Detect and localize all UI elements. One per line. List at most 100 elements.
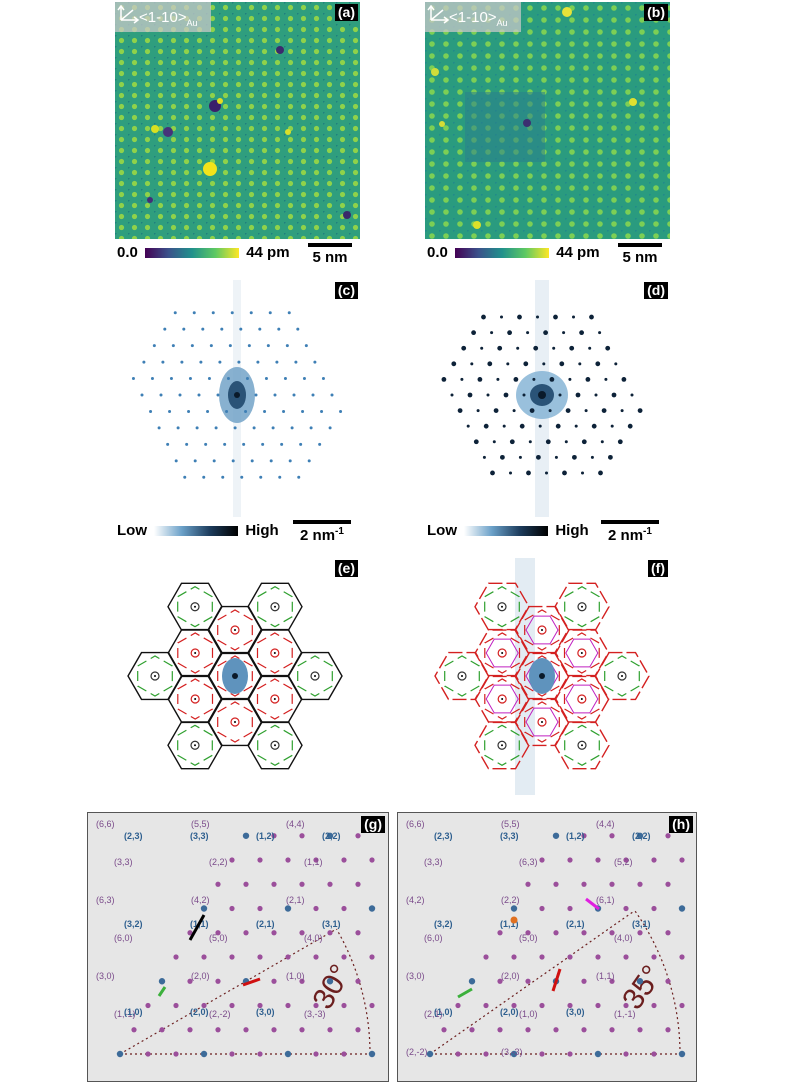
zone-center-marker <box>190 740 200 750</box>
lattice-point <box>201 1002 207 1009</box>
zone-center-dot <box>194 698 197 700</box>
displacement-arrow <box>157 986 167 997</box>
lattice-point <box>299 881 305 887</box>
lattice-point <box>455 1002 461 1009</box>
fft-colorbar-c: Low High <box>117 522 279 539</box>
fft-image-c: (c) <box>115 280 360 517</box>
lattice-label: (2,1) <box>424 1009 443 1019</box>
scale-bar-a: 5 nm <box>307 243 353 266</box>
fft-spot <box>552 346 556 350</box>
fft-spot <box>161 360 165 364</box>
zone-center-dot <box>501 652 504 654</box>
zone-center-marker <box>497 694 507 704</box>
zone-center-dot <box>501 744 503 747</box>
lattice-point <box>243 881 249 887</box>
lattice-point <box>257 1051 263 1057</box>
colorbar-max-b: 44 pm <box>556 244 600 261</box>
fft-spot <box>304 344 308 348</box>
fft-spot <box>476 409 480 413</box>
lattice-label: (1,0) <box>286 971 305 981</box>
fft-spot <box>588 346 592 350</box>
fft-spot <box>254 393 258 397</box>
inner-hexagon <box>524 609 560 651</box>
zone-hexagon <box>554 721 610 770</box>
lattice-point <box>455 1051 461 1057</box>
fft-spot <box>313 360 317 364</box>
fft-spot <box>601 408 607 413</box>
fft-spot <box>503 392 509 398</box>
fft-spot <box>131 377 135 381</box>
zone-center-marker <box>497 648 507 658</box>
inner-hexagon <box>563 632 600 674</box>
lattice-point <box>285 1002 291 1009</box>
fft-spot <box>192 311 196 315</box>
angle-arc <box>335 928 371 1055</box>
lattice-label: (1,-1) <box>114 1009 136 1019</box>
lattice-point <box>187 1027 193 1033</box>
fft-spot <box>620 409 624 413</box>
fft-spot <box>171 344 175 348</box>
fft-spot <box>259 475 263 479</box>
fft-spot <box>621 377 627 382</box>
fft-spot <box>581 471 584 475</box>
lattice-label: (4,4) <box>286 819 305 829</box>
superlattice-label: (3,1) <box>322 919 341 929</box>
fft-spot <box>554 455 558 459</box>
lattice-point <box>299 833 305 839</box>
lattice-label: (6,6) <box>406 819 425 829</box>
fft-spot <box>252 426 256 430</box>
fft-spot <box>518 455 522 459</box>
fft-spot <box>480 346 484 350</box>
lattice-point <box>665 930 671 936</box>
fft-spot <box>280 442 284 446</box>
fft-spot <box>545 439 551 445</box>
fft-spot <box>473 439 479 445</box>
fft-spot <box>258 327 262 331</box>
fft-spot <box>637 408 643 413</box>
fft-spot <box>266 344 270 348</box>
panel-label-f: (f) <box>648 560 668 577</box>
magenta-hexagon <box>565 684 599 714</box>
superlattice-point <box>426 1050 434 1058</box>
fft-spot <box>492 440 496 444</box>
fft-spot <box>600 440 604 444</box>
lattice-point <box>581 833 587 839</box>
zone-center-marker <box>577 602 587 612</box>
displacement-arrow <box>242 977 261 987</box>
inner-hexagon <box>484 678 521 720</box>
fft-spot <box>610 424 614 428</box>
brillouin-overlay-f: (f) <box>425 558 670 795</box>
fft-spot <box>183 475 187 479</box>
lattice-point <box>595 1002 601 1009</box>
zone-center-marker <box>497 602 507 612</box>
fft-spot <box>273 393 277 397</box>
zone-hexagon <box>287 651 343 701</box>
lattice-label: (2,1) <box>286 895 305 905</box>
fft-spot <box>526 331 530 335</box>
fft-spot <box>591 423 597 429</box>
rotated-axis-line <box>119 928 337 1055</box>
lattice-point <box>313 857 319 863</box>
lattice-point <box>355 978 361 984</box>
lattice-label: (3,-3) <box>501 1047 523 1057</box>
zone-center-dot <box>581 605 583 608</box>
zone-center-dot <box>274 605 276 608</box>
fft-spot <box>589 314 594 320</box>
zone-center-marker <box>457 671 467 681</box>
superlattice-point <box>678 905 686 912</box>
inner-hexagon <box>217 655 253 697</box>
zone-center-dot <box>194 744 196 747</box>
fft-spot <box>277 327 281 331</box>
lattice-point <box>145 1051 151 1057</box>
fft-spot <box>493 408 499 413</box>
fft-spot <box>244 409 248 413</box>
fft-spot <box>226 377 230 381</box>
zone-center-marker <box>537 625 547 635</box>
lattice-point <box>567 1002 573 1009</box>
lattice-diagram-g: 30° (6,6) (5,5) (4,4) (3,3) (2,2) (1,1) (6,3) (4… <box>87 812 389 1082</box>
fft-spot <box>578 362 582 366</box>
fft-spot <box>169 377 173 381</box>
fft-spot <box>285 344 289 348</box>
fft-spot <box>559 361 565 367</box>
lattice-point <box>243 930 249 936</box>
